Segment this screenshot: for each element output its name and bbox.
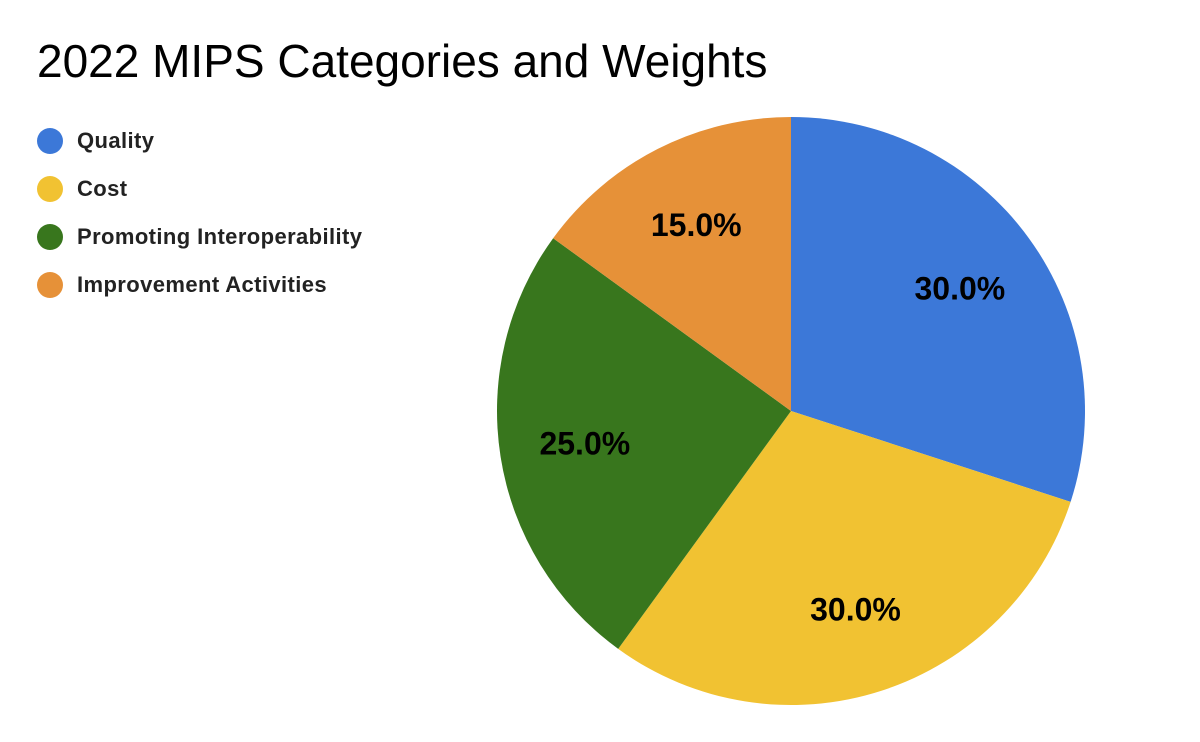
legend-swatch-quality (37, 128, 63, 154)
pie-labels: 30.0% 30.0% 25.0% 15.0% (539, 207, 1005, 628)
pie-slice-improvement-activities[interactable] (553, 117, 791, 411)
chart-legend: Quality Cost Promoting Interoperability … (37, 117, 362, 309)
pie-label-cost: 30.0% (810, 592, 901, 628)
legend-item-quality[interactable]: Quality (37, 117, 362, 165)
legend-label-cost: Cost (77, 176, 128, 201)
pie-slice-quality[interactable] (791, 117, 1085, 502)
legend-item-promoting-interoperability[interactable]: Promoting Interoperability (37, 213, 362, 261)
legend-label-promoting-interoperability: Promoting Interoperability (77, 224, 363, 249)
pie-slices (497, 117, 1085, 705)
pie-label-promoting-interoperability: 25.0% (539, 426, 630, 462)
legend-label-quality: Quality (77, 128, 155, 153)
legend-item-cost[interactable]: Cost (37, 165, 362, 213)
pie-slice-cost[interactable] (618, 411, 1071, 705)
legend-label-improvement-activities: Improvement Activities (77, 272, 328, 297)
legend-swatch-promoting-interoperability (37, 224, 63, 250)
pie-label-improvement-activities: 15.0% (651, 207, 742, 243)
legend-item-improvement-activities[interactable]: Improvement Activities (37, 261, 362, 309)
chart-title: 2022 MIPS Categories and Weights (37, 35, 768, 87)
pie-label-quality: 30.0% (915, 270, 1006, 306)
pie-slice-promoting-interoperability[interactable] (497, 238, 791, 649)
legend-swatch-cost (37, 176, 63, 202)
legend-swatch-improvement-activities (37, 272, 63, 298)
